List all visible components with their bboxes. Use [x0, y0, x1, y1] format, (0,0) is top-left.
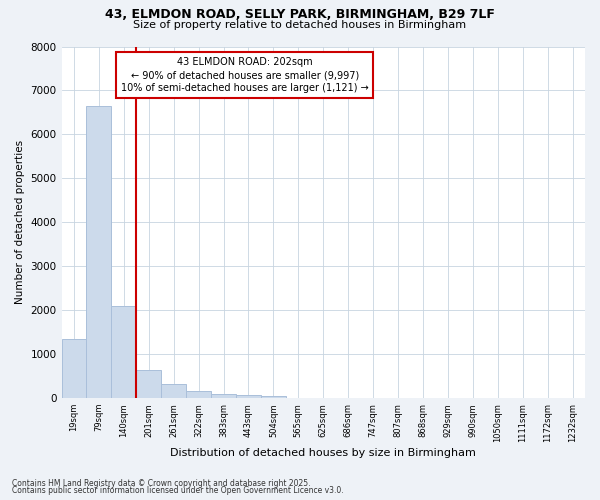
- Bar: [211, 394, 236, 398]
- Bar: [161, 384, 186, 398]
- Bar: [62, 339, 86, 398]
- Bar: [86, 106, 112, 398]
- X-axis label: Distribution of detached houses by size in Birmingham: Distribution of detached houses by size …: [170, 448, 476, 458]
- Text: Contains HM Land Registry data © Crown copyright and database right 2025.: Contains HM Land Registry data © Crown c…: [12, 478, 311, 488]
- Text: Contains public sector information licensed under the Open Government Licence v3: Contains public sector information licen…: [12, 486, 344, 495]
- Bar: [112, 306, 136, 398]
- Bar: [236, 396, 261, 398]
- Bar: [136, 370, 161, 398]
- Bar: [261, 396, 286, 398]
- Y-axis label: Number of detached properties: Number of detached properties: [15, 140, 25, 304]
- Text: Size of property relative to detached houses in Birmingham: Size of property relative to detached ho…: [133, 20, 467, 30]
- Bar: [186, 391, 211, 398]
- Text: 43 ELMDON ROAD: 202sqm
← 90% of detached houses are smaller (9,997)
10% of semi-: 43 ELMDON ROAD: 202sqm ← 90% of detached…: [121, 57, 368, 94]
- Text: 43, ELMDON ROAD, SELLY PARK, BIRMINGHAM, B29 7LF: 43, ELMDON ROAD, SELLY PARK, BIRMINGHAM,…: [105, 8, 495, 20]
